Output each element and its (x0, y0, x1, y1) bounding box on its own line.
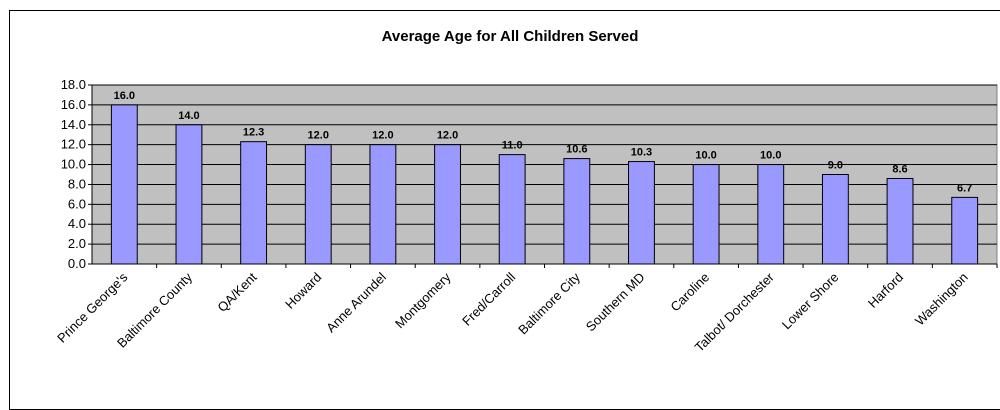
x-tick-label: Washington (912, 270, 971, 329)
plot-background (91, 84, 998, 265)
x-tick-label: Fred/Carroll (459, 269, 518, 328)
bar[interactable] (951, 196, 979, 265)
bar[interactable] (240, 141, 268, 265)
data-label: 14.0 (178, 110, 199, 122)
y-tick-label: 12.0 (61, 137, 86, 152)
y-tick-label: 18.0 (61, 77, 86, 92)
data-label: 12.3 (243, 127, 264, 139)
y-tick-label: 0.0 (68, 256, 86, 271)
bar[interactable] (110, 104, 138, 265)
bar[interactable] (692, 164, 720, 265)
y-tick-label: 16.0 (61, 97, 86, 112)
data-label: 10.6 (566, 144, 587, 156)
bar[interactable] (628, 161, 655, 265)
x-tick-label: Montgomery (392, 269, 454, 331)
x-tick-label: QA/Kent (214, 269, 260, 315)
plot-area: 0.02.04.06.08.010.012.014.016.018.016.0P… (54, 77, 998, 355)
x-tick-label: Anne Arundel (323, 269, 389, 335)
y-tick-label: 6.0 (68, 196, 86, 211)
data-label: 11.0 (502, 140, 523, 152)
chart-title: Average Age for All Children Served (382, 28, 639, 45)
y-tick-label: 8.0 (68, 176, 86, 191)
y-tick-label: 4.0 (68, 216, 86, 231)
bar[interactable] (757, 164, 785, 265)
data-label: 10.0 (695, 150, 716, 162)
data-label: 12.0 (372, 130, 393, 142)
x-tick-label: Harford (865, 270, 906, 311)
x-tick-label: Southern MD (583, 270, 648, 335)
data-label: 10.0 (760, 150, 781, 162)
x-tick-label: Caroline (667, 270, 712, 315)
x-tick-label: Howard (282, 270, 324, 312)
data-label: 9.0 (828, 160, 843, 172)
bar[interactable] (886, 177, 914, 265)
x-tick-label: Baltimore City (515, 269, 583, 337)
bar[interactable] (434, 144, 461, 265)
data-label: 6.7 (957, 182, 972, 194)
bar[interactable] (498, 154, 526, 265)
bar[interactable] (821, 174, 849, 265)
data-label: 8.6 (892, 163, 907, 175)
y-tick-label: 2.0 (68, 236, 86, 251)
data-label: 12.0 (437, 130, 458, 142)
bar[interactable] (175, 124, 203, 265)
y-tick-label: 10.0 (61, 157, 86, 172)
data-label: 10.3 (631, 147, 652, 159)
bar[interactable] (304, 144, 332, 265)
data-label: 16.0 (114, 90, 135, 102)
bar[interactable] (563, 158, 591, 265)
data-label: 12.0 (308, 130, 329, 142)
bar[interactable] (369, 144, 397, 265)
x-tick-label: Lower Shore (779, 270, 842, 333)
y-tick-label: 14.0 (61, 117, 86, 132)
